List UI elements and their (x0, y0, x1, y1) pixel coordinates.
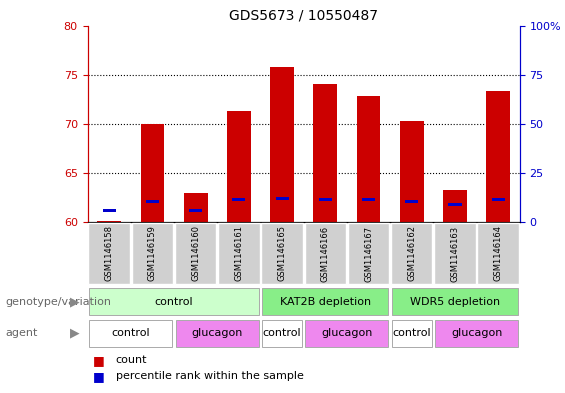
FancyBboxPatch shape (305, 223, 346, 284)
Bar (97, 221, 121, 222)
Text: KAT2B depletion: KAT2B depletion (280, 297, 371, 307)
Bar (400, 121, 424, 222)
Text: ▶: ▶ (70, 327, 80, 340)
Text: control: control (263, 328, 301, 338)
Text: GSM1146167: GSM1146167 (364, 226, 373, 281)
Text: GSM1146162: GSM1146162 (407, 226, 416, 281)
Text: GSM1146165: GSM1146165 (277, 226, 286, 281)
Text: GSM1146161: GSM1146161 (234, 226, 244, 281)
Text: count: count (116, 355, 147, 365)
Bar (276, 197, 289, 200)
Text: glucagon: glucagon (321, 328, 372, 338)
Text: glucagon: glucagon (192, 328, 243, 338)
Bar (314, 84, 337, 222)
Text: ■: ■ (93, 354, 105, 367)
Text: glucagon: glucagon (451, 328, 502, 338)
FancyBboxPatch shape (175, 223, 216, 284)
Text: percentile rank within the sample: percentile rank within the sample (116, 371, 304, 381)
Text: genotype/variation: genotype/variation (6, 297, 112, 307)
Bar (362, 198, 375, 201)
Text: WDR5 depletion: WDR5 depletion (410, 297, 500, 307)
FancyBboxPatch shape (306, 320, 388, 347)
Text: control: control (393, 328, 431, 338)
Text: ▶: ▶ (70, 295, 80, 308)
FancyBboxPatch shape (391, 223, 432, 284)
Text: ■: ■ (93, 370, 105, 383)
Text: control: control (155, 297, 193, 307)
Text: GSM1146164: GSM1146164 (494, 226, 503, 281)
Bar (270, 67, 294, 222)
FancyBboxPatch shape (434, 223, 476, 284)
Text: GSM1146158: GSM1146158 (105, 226, 114, 281)
Text: GSM1146163: GSM1146163 (450, 226, 459, 281)
Bar (486, 91, 510, 222)
Bar (319, 198, 332, 201)
FancyBboxPatch shape (477, 223, 519, 284)
FancyBboxPatch shape (132, 223, 173, 284)
Bar (357, 96, 380, 222)
Bar (184, 193, 207, 222)
FancyBboxPatch shape (89, 288, 259, 315)
FancyBboxPatch shape (262, 320, 302, 347)
Title: GDS5673 / 10550487: GDS5673 / 10550487 (229, 9, 378, 23)
FancyBboxPatch shape (262, 223, 303, 284)
FancyBboxPatch shape (176, 320, 259, 347)
Bar (146, 200, 159, 203)
Bar (227, 111, 251, 222)
Bar (189, 209, 202, 211)
FancyBboxPatch shape (435, 320, 518, 347)
FancyBboxPatch shape (392, 288, 518, 315)
Bar (141, 124, 164, 222)
FancyBboxPatch shape (89, 223, 130, 284)
FancyBboxPatch shape (89, 320, 172, 347)
FancyBboxPatch shape (348, 223, 389, 284)
Bar (449, 203, 462, 206)
Text: agent: agent (6, 328, 38, 338)
Bar (492, 198, 505, 201)
Bar (232, 198, 245, 201)
Text: GSM1146159: GSM1146159 (148, 226, 157, 281)
FancyBboxPatch shape (262, 288, 388, 315)
Bar (405, 200, 418, 203)
FancyBboxPatch shape (392, 320, 432, 347)
Bar (103, 209, 116, 211)
Bar (443, 189, 467, 222)
Text: GSM1146160: GSM1146160 (191, 226, 200, 281)
FancyBboxPatch shape (218, 223, 259, 284)
Text: control: control (111, 328, 150, 338)
Text: GSM1146166: GSM1146166 (321, 226, 330, 281)
